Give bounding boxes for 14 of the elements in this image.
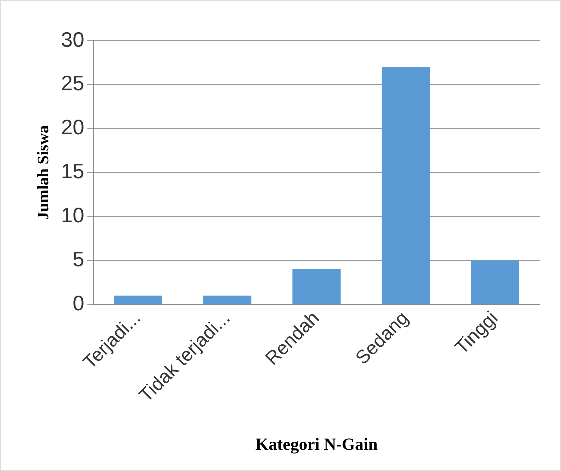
bar [382, 67, 430, 304]
bar [292, 269, 341, 304]
y-tick-label: 30 [61, 28, 85, 52]
bar [471, 260, 520, 304]
y-tick-label: 0 [72, 292, 85, 316]
y-tick-label: 25 [61, 72, 85, 96]
x-axis-title: Kategori N-Gain [256, 435, 378, 454]
y-tick-label: 15 [61, 160, 85, 184]
y-axis-title: Jumlah Siswa [36, 125, 53, 220]
bar [114, 296, 162, 304]
y-tick-label: 20 [61, 116, 85, 140]
y-tick-label: 10 [61, 204, 85, 228]
y-tick-label: 5 [72, 248, 85, 272]
bar [203, 296, 252, 304]
